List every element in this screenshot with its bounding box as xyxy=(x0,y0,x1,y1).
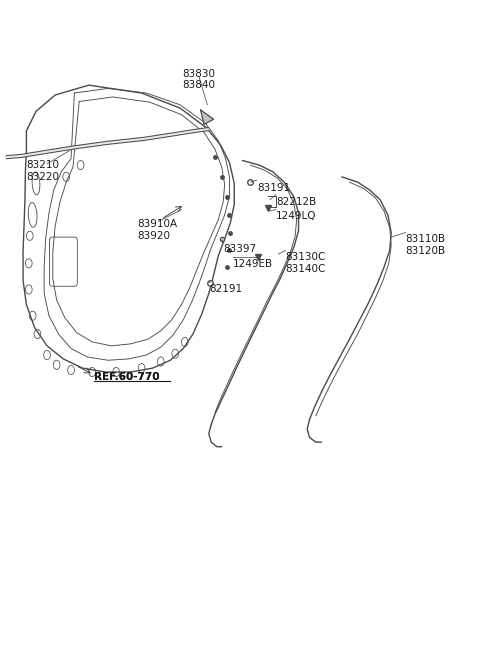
Text: 83191: 83191 xyxy=(257,183,290,193)
Text: 83397: 83397 xyxy=(223,244,256,253)
Text: REF.60-770: REF.60-770 xyxy=(94,372,159,382)
Text: 1249LQ: 1249LQ xyxy=(276,211,316,221)
Text: 83210
83220: 83210 83220 xyxy=(26,160,60,182)
Text: 83830
83840: 83830 83840 xyxy=(183,69,216,90)
Text: 1249EB: 1249EB xyxy=(233,259,273,269)
Text: 83910A
83920: 83910A 83920 xyxy=(137,219,177,241)
Text: 82212B: 82212B xyxy=(276,196,316,206)
Text: REF.60-770: REF.60-770 xyxy=(94,372,159,382)
Text: 83130C
83140C: 83130C 83140C xyxy=(286,252,326,274)
Text: 83110B
83120B: 83110B 83120B xyxy=(406,234,446,256)
Text: 82191: 82191 xyxy=(209,284,242,293)
Polygon shape xyxy=(201,110,214,124)
